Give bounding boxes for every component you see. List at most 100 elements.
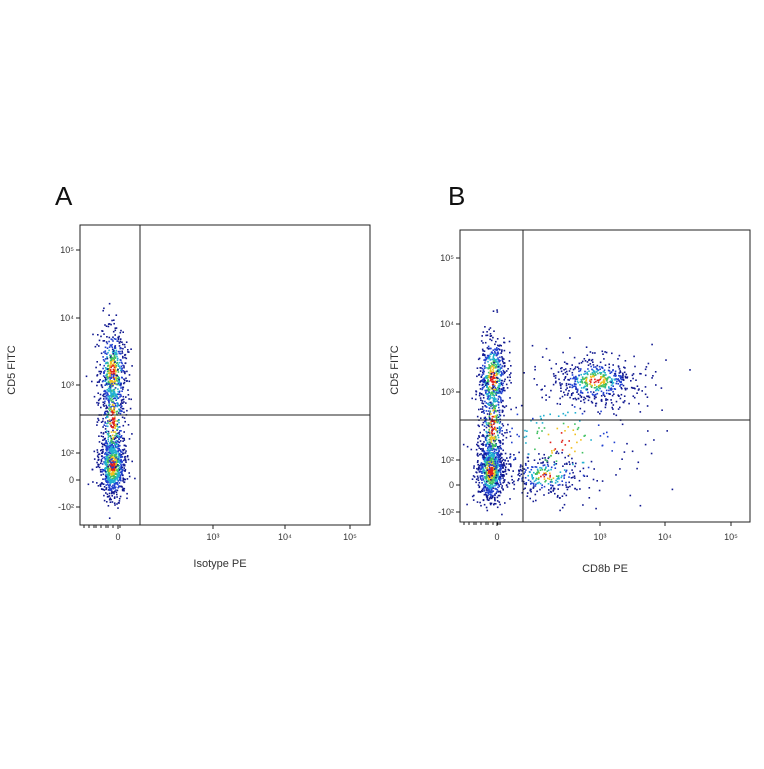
event-dot (634, 365, 636, 368)
event-dot (485, 358, 487, 361)
event-dot (605, 383, 607, 385)
event-dot (554, 467, 557, 469)
event-dot (586, 372, 589, 375)
event-dot (644, 443, 647, 446)
event-dot (571, 393, 573, 395)
event-dot (108, 435, 110, 437)
event-dot (111, 473, 113, 476)
event-dot (608, 366, 611, 369)
event-dot (541, 388, 543, 391)
event-dot (529, 488, 532, 491)
event-dot (491, 352, 494, 354)
event-dot (502, 477, 504, 479)
event-dot (495, 438, 497, 441)
event-dot (477, 463, 479, 466)
event-dot (116, 470, 119, 473)
event-dot (582, 504, 584, 506)
event-dot (108, 375, 110, 378)
event-dot (121, 341, 123, 343)
event-dot (490, 376, 492, 378)
event-dot (485, 506, 488, 509)
event-dot (561, 383, 563, 385)
event-dot (100, 460, 103, 463)
event-dot (518, 472, 520, 475)
event-dot (118, 474, 121, 476)
event-dot (117, 458, 119, 460)
event-dot (640, 373, 642, 375)
event-dot (491, 428, 494, 431)
event-dot (101, 449, 103, 451)
event-dot (496, 476, 498, 478)
event-dot (485, 458, 487, 460)
event-dot (509, 376, 511, 378)
event-dot (485, 481, 488, 483)
event-dot (574, 385, 577, 388)
event-dot (496, 471, 498, 473)
event-dot (110, 459, 112, 461)
event-dot (104, 412, 107, 415)
event-dot (493, 391, 496, 394)
event-dot (560, 384, 562, 387)
event-dot (521, 480, 524, 482)
event-dot (119, 444, 121, 447)
event-dot (481, 400, 484, 402)
event-dot (491, 433, 493, 435)
event-dot (593, 381, 596, 384)
event-dot (495, 370, 498, 373)
event-dot (492, 397, 495, 400)
event-dot (478, 436, 481, 438)
event-dot (655, 384, 657, 386)
event-dot (112, 390, 115, 393)
event-dot (118, 352, 121, 355)
event-dot (593, 366, 595, 368)
event-dot (499, 344, 501, 346)
y-tick-label: 10³ (441, 387, 454, 397)
event-dot (508, 482, 511, 485)
event-dot (106, 443, 109, 445)
event-dot (502, 382, 504, 385)
event-dot (496, 500, 499, 502)
event-dot (504, 378, 506, 381)
event-dot (123, 467, 125, 469)
event-dot (638, 402, 640, 405)
event-dot (485, 393, 488, 395)
event-dot (96, 401, 98, 404)
event-dot (110, 472, 113, 475)
event-dot (109, 464, 112, 466)
event-dot (129, 407, 132, 410)
event-dot (565, 484, 567, 486)
event-dot (109, 435, 112, 437)
event-dot (488, 478, 490, 481)
event-dot (527, 467, 529, 469)
event-dot (489, 374, 492, 376)
event-dot (108, 369, 110, 371)
event-dot (596, 379, 599, 382)
event-dot (477, 479, 480, 481)
event-dot (110, 359, 112, 361)
event-dot (491, 495, 494, 498)
event-dot (122, 388, 124, 390)
event-dot (500, 367, 503, 369)
event-dot (112, 411, 115, 414)
event-dot (582, 474, 585, 477)
event-dot (557, 415, 560, 417)
event-dot (113, 487, 115, 489)
event-dot (501, 389, 504, 392)
event-dot (490, 464, 492, 466)
event-dot (117, 393, 119, 395)
event-dot (574, 477, 576, 479)
event-dot (478, 453, 481, 456)
event-dot (481, 465, 483, 467)
event-dot (552, 373, 555, 375)
event-dot (107, 434, 110, 436)
event-dot (113, 431, 115, 433)
event-dot (521, 470, 523, 472)
event-dot (104, 444, 106, 447)
event-dot (125, 459, 127, 462)
event-dot (584, 370, 586, 373)
event-dot (114, 403, 117, 405)
event-dot (620, 377, 622, 380)
event-dot (110, 356, 113, 359)
event-dot (496, 376, 498, 379)
